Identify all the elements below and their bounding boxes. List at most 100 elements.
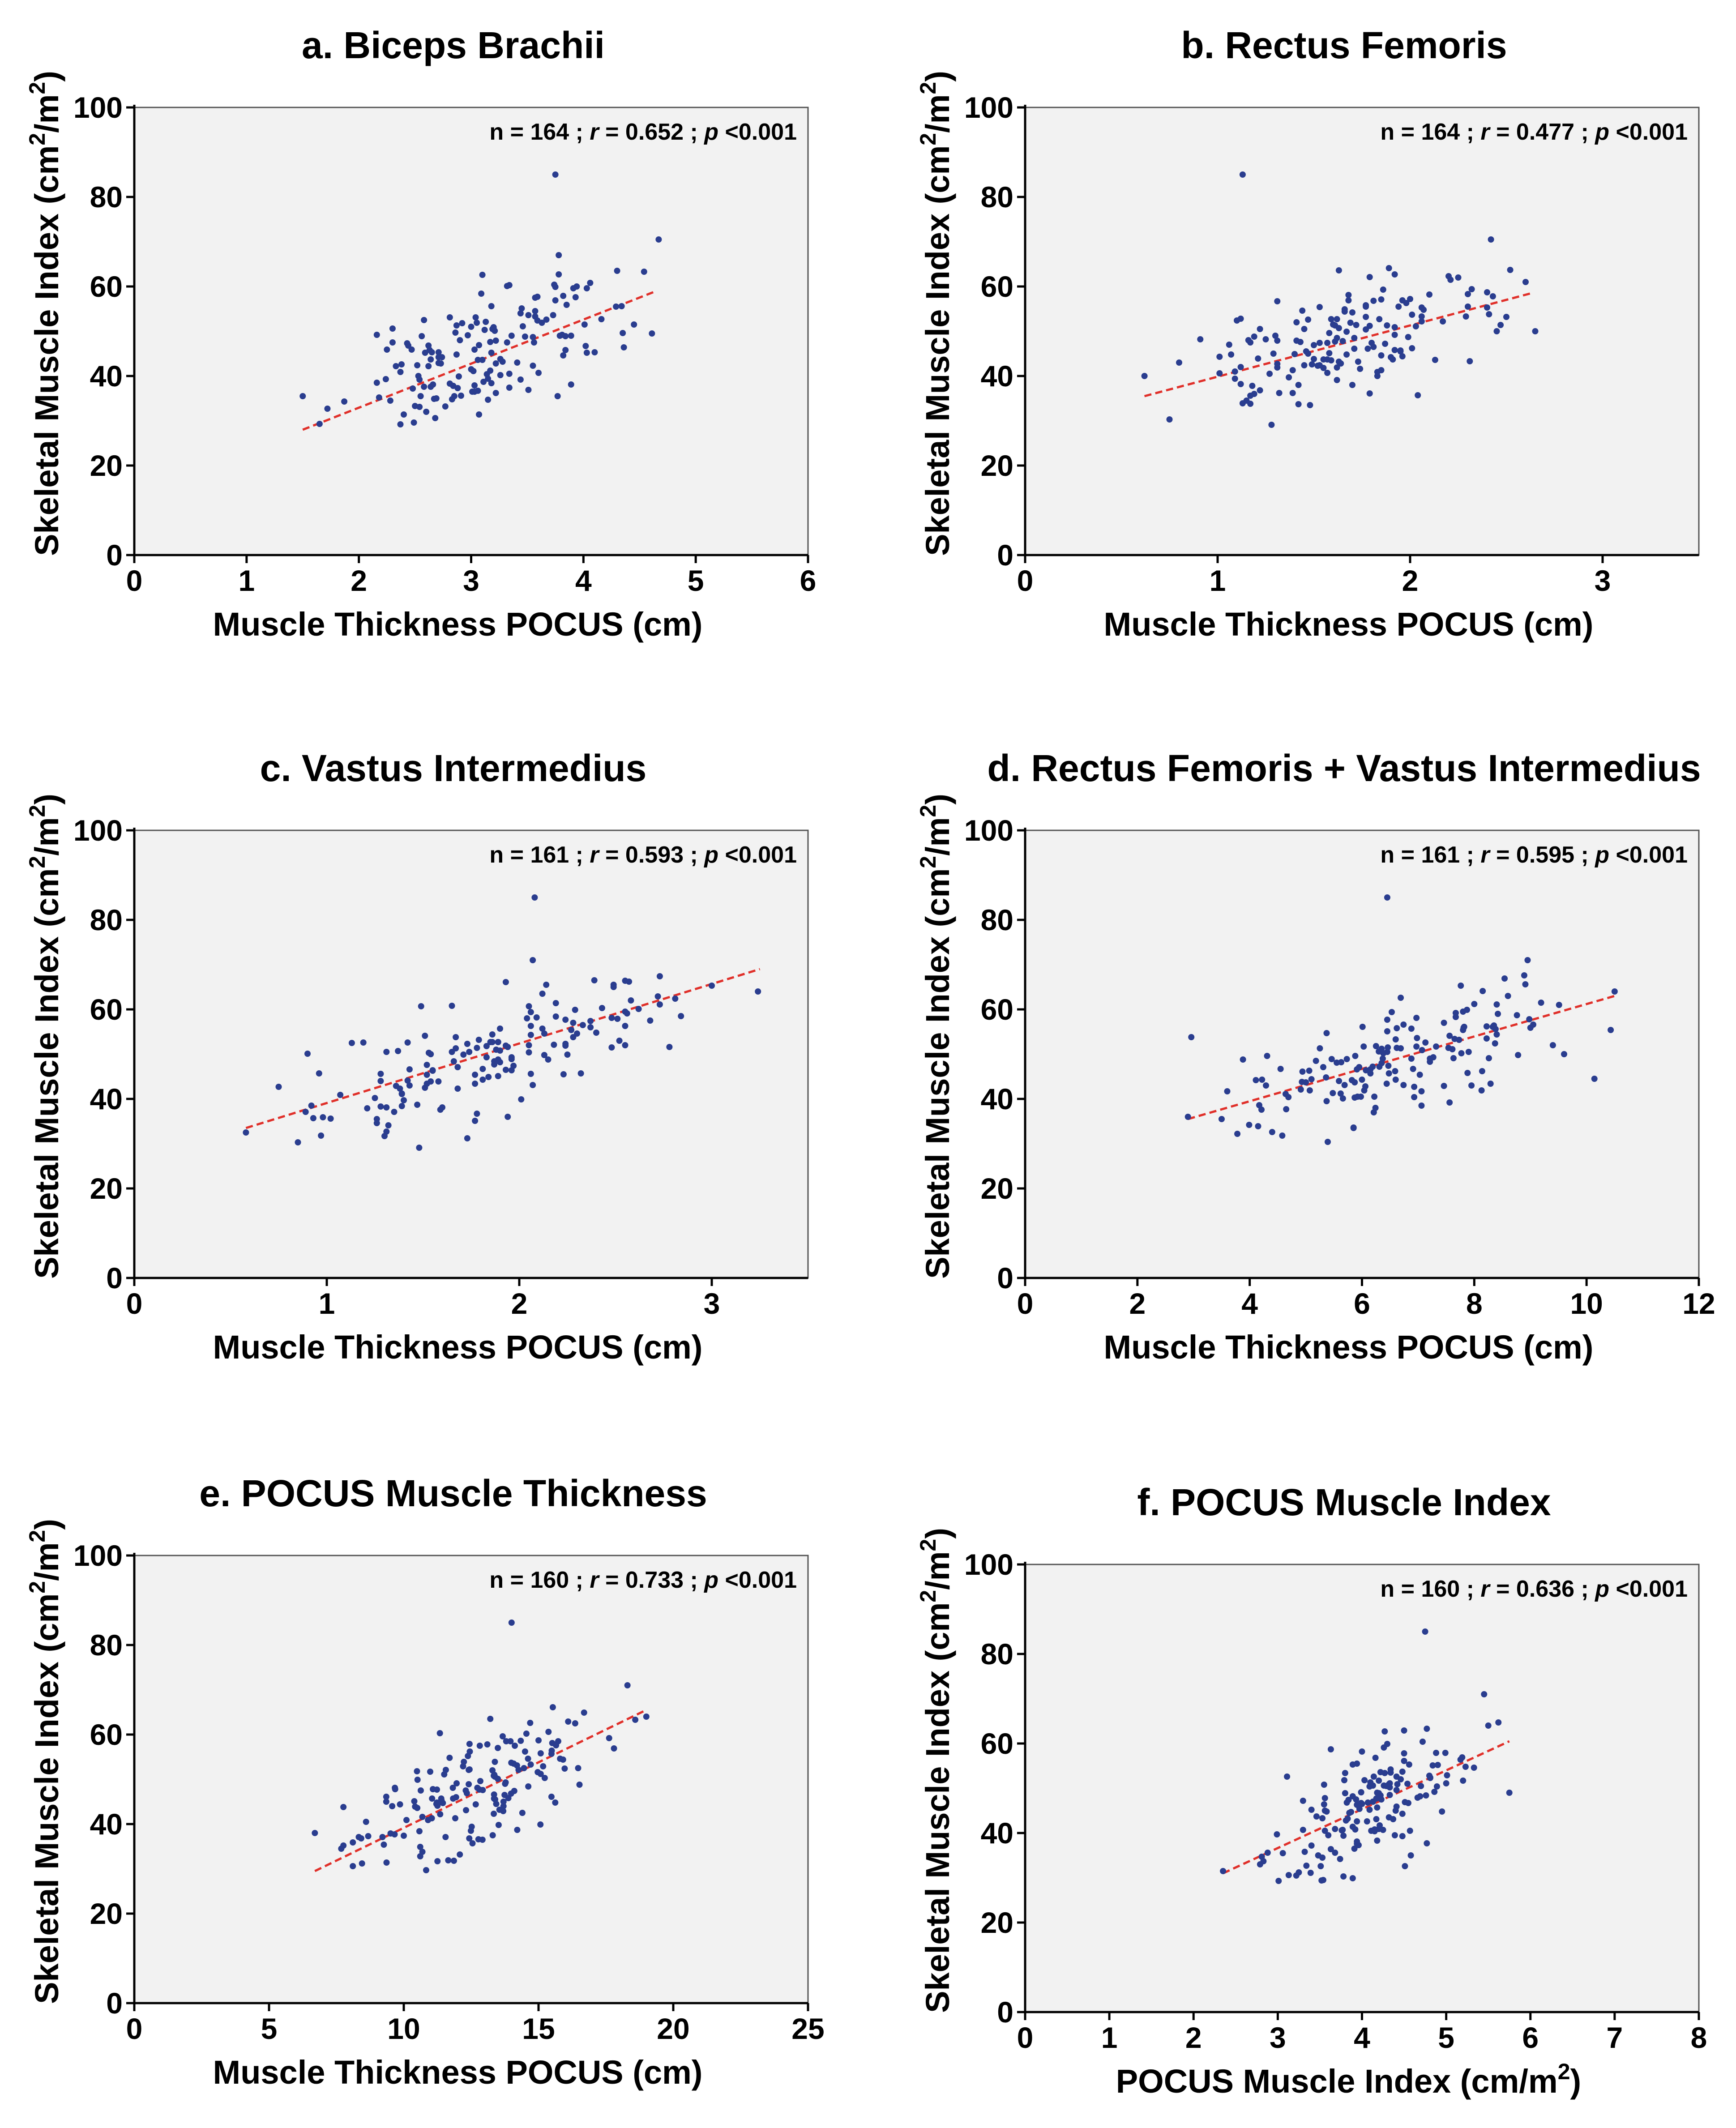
data-point xyxy=(381,1842,387,1848)
data-point xyxy=(1366,1807,1373,1813)
data-point xyxy=(537,1750,544,1756)
data-point xyxy=(1397,348,1404,355)
plot-area xyxy=(133,107,809,556)
data-point xyxy=(1245,337,1252,343)
data-point xyxy=(404,1077,411,1084)
data-point xyxy=(397,421,404,427)
data-point xyxy=(1307,1870,1314,1876)
data-point xyxy=(1316,340,1323,346)
x-tick-label: 2 xyxy=(1129,1287,1146,1320)
data-point xyxy=(560,352,567,359)
data-point xyxy=(1371,1094,1378,1100)
data-point xyxy=(527,1071,534,1077)
data-point xyxy=(483,1043,490,1049)
y-tick-label: 40 xyxy=(90,1808,123,1841)
data-point xyxy=(436,1730,443,1736)
data-point xyxy=(1141,373,1148,379)
data-point xyxy=(454,385,461,391)
data-point xyxy=(383,1104,390,1111)
data-point xyxy=(1492,1040,1498,1047)
data-point xyxy=(500,1799,507,1805)
x-tick-label: 0 xyxy=(126,564,143,597)
regression-line xyxy=(245,968,761,1129)
data-point xyxy=(1451,1036,1458,1042)
data-point xyxy=(384,346,390,353)
data-point xyxy=(1416,1072,1423,1078)
data-point xyxy=(1522,981,1529,987)
data-point xyxy=(1408,1026,1415,1032)
data-point xyxy=(1270,350,1277,357)
data-point xyxy=(1432,357,1438,363)
x-tick-label: 10 xyxy=(1570,1287,1603,1320)
data-point xyxy=(502,1043,509,1049)
data-point xyxy=(1176,359,1182,366)
data-point xyxy=(463,1790,470,1796)
data-point xyxy=(1268,422,1275,428)
data-point xyxy=(1269,1129,1275,1135)
data-point xyxy=(1374,1837,1381,1844)
data-point xyxy=(1400,1021,1407,1028)
data-point xyxy=(1394,1025,1400,1031)
data-point xyxy=(299,393,306,399)
data-point xyxy=(1390,1816,1397,1822)
data-point xyxy=(484,1741,491,1748)
data-point xyxy=(535,370,542,376)
data-point xyxy=(1330,321,1336,328)
data-point xyxy=(1488,236,1494,243)
data-point xyxy=(1363,326,1369,333)
y-tick-label: 100 xyxy=(964,91,1013,124)
data-point xyxy=(1327,1746,1334,1752)
data-point xyxy=(1395,303,1402,310)
data-point xyxy=(1297,339,1304,345)
data-point xyxy=(1398,1045,1404,1051)
data-point xyxy=(466,1049,473,1055)
data-point xyxy=(364,1105,371,1111)
data-point xyxy=(1399,297,1406,303)
data-point xyxy=(502,1779,509,1786)
data-point xyxy=(1351,1846,1358,1852)
data-point xyxy=(1378,1046,1385,1052)
y-axis-label: Skeletal Muscle Index (cm2/m2) xyxy=(915,1528,956,2013)
data-point xyxy=(1316,304,1323,310)
data-point xyxy=(1418,304,1425,311)
data-point xyxy=(429,1795,436,1802)
data-point xyxy=(355,1834,362,1840)
data-point xyxy=(453,351,460,358)
data-point xyxy=(614,268,620,274)
data-point xyxy=(479,1077,486,1083)
data-point xyxy=(1418,1102,1425,1109)
data-point xyxy=(1373,1795,1380,1802)
data-point xyxy=(1354,1066,1360,1073)
data-point xyxy=(466,1741,473,1747)
data-point xyxy=(1358,1789,1364,1795)
data-point xyxy=(1407,1852,1414,1859)
data-point xyxy=(1393,1773,1400,1780)
data-point xyxy=(1321,1782,1327,1788)
data-point xyxy=(1366,1783,1373,1790)
data-point xyxy=(622,1042,629,1048)
data-point xyxy=(506,371,513,377)
data-point xyxy=(1335,325,1342,331)
data-point xyxy=(1385,1063,1392,1069)
data-point xyxy=(1399,1833,1406,1839)
data-point xyxy=(417,393,424,399)
data-point xyxy=(310,1115,316,1121)
data-point xyxy=(478,291,485,297)
data-point xyxy=(387,1830,394,1837)
data-point xyxy=(383,1049,390,1055)
data-point xyxy=(464,1041,470,1047)
data-point xyxy=(1409,312,1415,318)
panel-title: f. POCUS Muscle Index xyxy=(1137,1481,1551,1523)
data-point xyxy=(1220,1868,1227,1874)
data-point xyxy=(1345,1797,1352,1803)
data-point xyxy=(608,1015,615,1021)
data-point xyxy=(1315,1852,1321,1859)
data-point xyxy=(1246,1122,1253,1128)
data-point xyxy=(423,1072,430,1078)
data-point xyxy=(1216,354,1223,360)
data-point xyxy=(454,1085,461,1092)
data-point xyxy=(1465,303,1471,310)
data-point xyxy=(1446,1099,1453,1106)
data-point xyxy=(348,1040,355,1046)
data-point xyxy=(453,1034,459,1040)
